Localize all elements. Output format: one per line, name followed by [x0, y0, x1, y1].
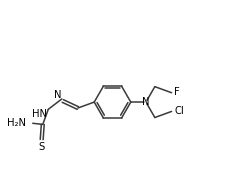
Text: Cl: Cl	[174, 107, 184, 116]
Text: H₂N: H₂N	[7, 118, 26, 128]
Text: F: F	[174, 87, 180, 97]
Text: S: S	[38, 142, 45, 152]
Text: N: N	[54, 90, 62, 100]
Text: N: N	[142, 97, 150, 107]
Text: HN: HN	[32, 109, 47, 119]
